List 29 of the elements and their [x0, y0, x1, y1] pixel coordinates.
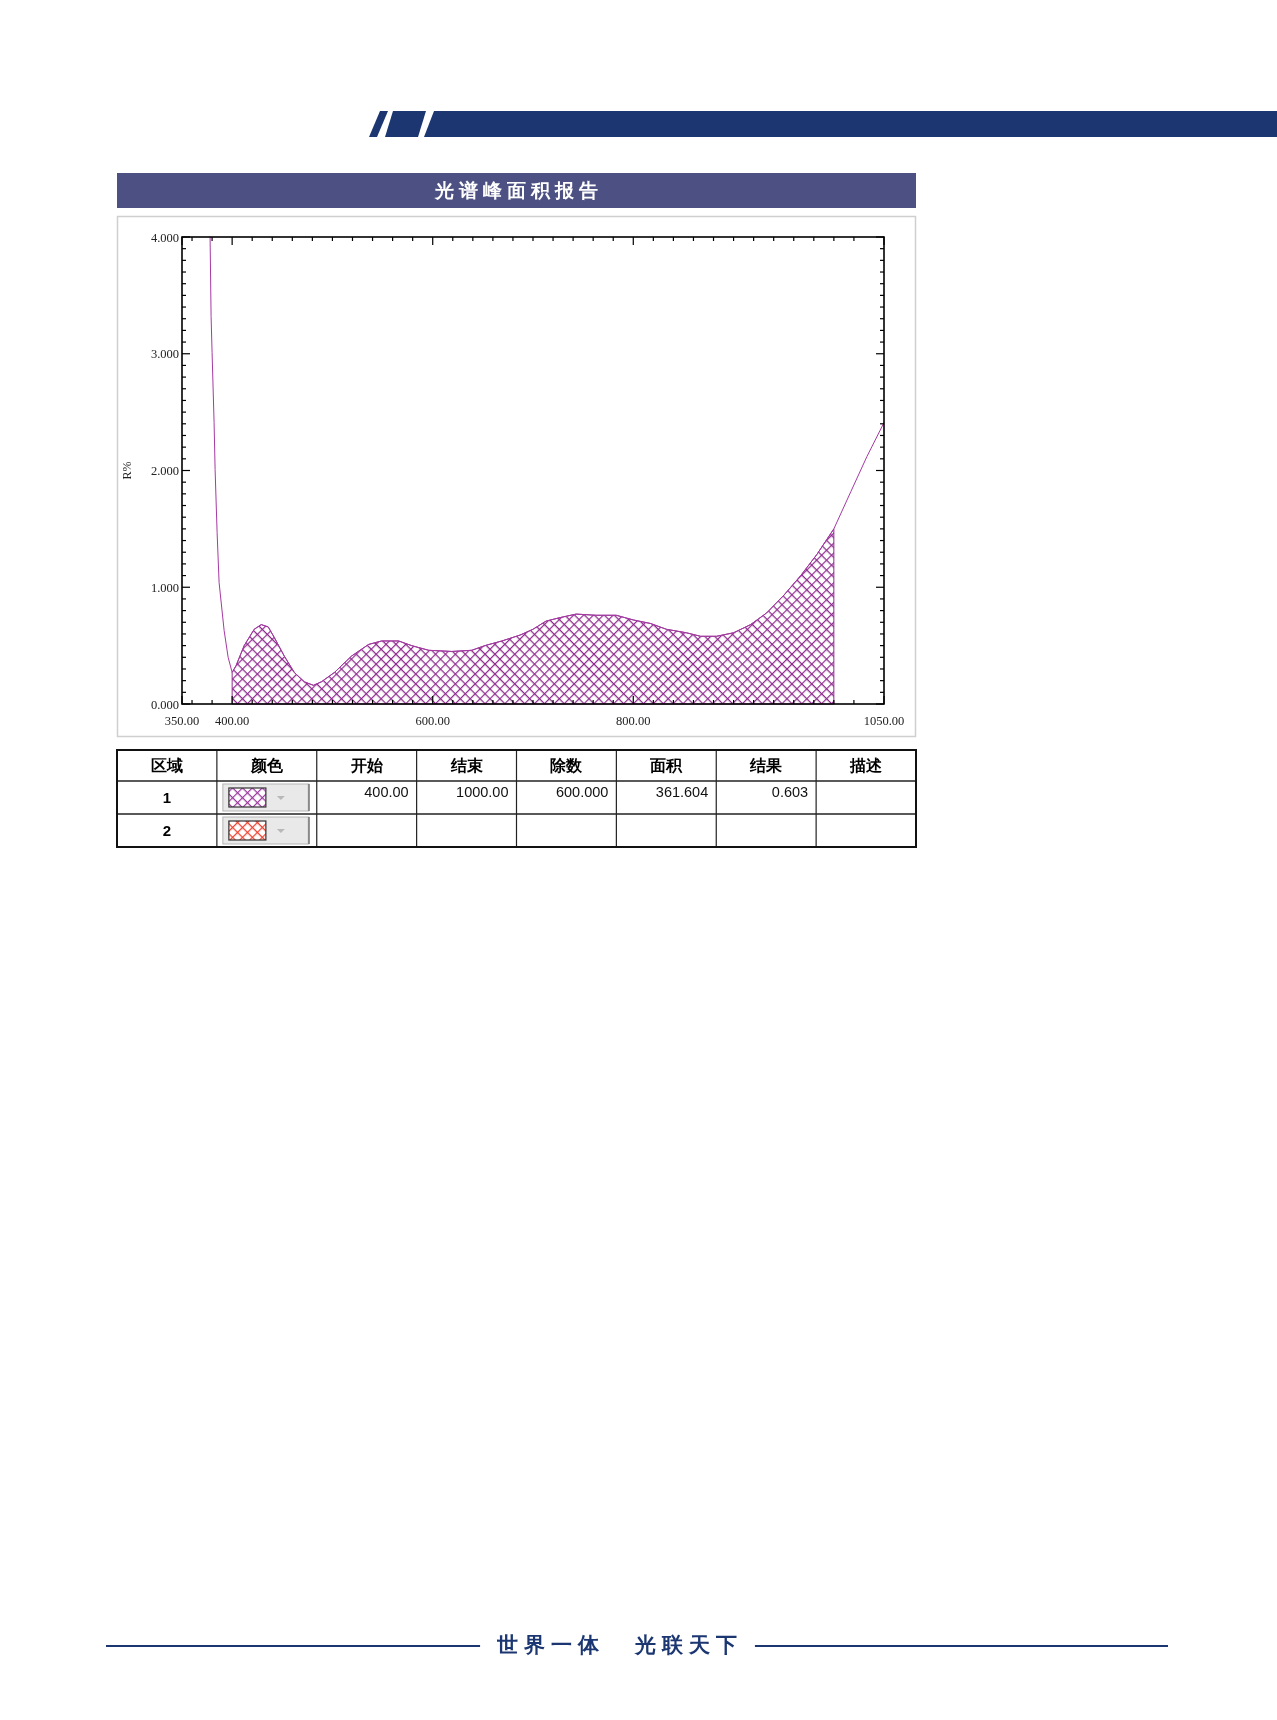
x-tick-label: 600.00 [415, 714, 450, 728]
y-tick-label: 2.000 [150, 464, 179, 478]
text: 400.00 [364, 784, 409, 800]
x-tick-label: 800.00 [616, 714, 651, 728]
x-tick-label: 400.00 [214, 714, 250, 728]
chart-title: 光谱峰面积报告 [434, 180, 603, 201]
category-label: 结果 [749, 757, 784, 774]
text: 361.604 [655, 784, 709, 800]
x-tick-label: 1050.00 [863, 714, 905, 728]
category-label: 2 [162, 822, 172, 839]
line-series [209, 236, 884, 686]
text: 0.603 [771, 784, 809, 800]
category-label: 结束 [449, 757, 483, 774]
category-label: 颜色 [249, 757, 284, 774]
text: 600.000 [555, 784, 609, 800]
y-axis-title: R% [120, 461, 134, 480]
x-tick-label: 350.00 [164, 714, 200, 728]
category-label: 开始 [349, 757, 384, 774]
category-label: 除数 [550, 757, 584, 774]
category-label: 面积 [649, 757, 684, 774]
category-label: 1 [162, 789, 172, 806]
text: 世界一体 光联天下 [496, 1633, 743, 1656]
text: 区域 [150, 757, 183, 774]
y-tick-label: 3.000 [150, 347, 179, 362]
text: 1000.00 [456, 784, 509, 800]
y-tick-label: 1.000 [150, 580, 179, 595]
category-label: 描述 [849, 757, 884, 774]
y-tick-label: 0.000 [150, 697, 179, 712]
y-tick-label: 4.000 [150, 230, 179, 245]
